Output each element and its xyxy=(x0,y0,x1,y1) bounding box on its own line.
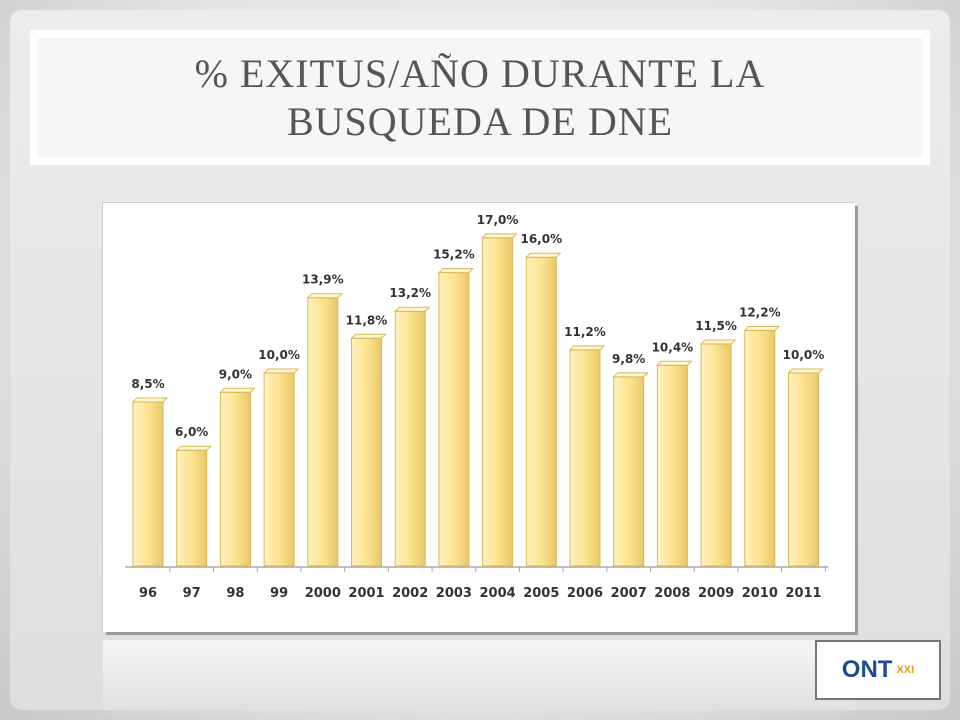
x-tick-label: 98 xyxy=(226,586,244,601)
bar xyxy=(482,237,514,567)
bar xyxy=(613,376,645,567)
bar xyxy=(307,297,339,567)
bar-top xyxy=(656,360,693,366)
x-tick-label: 2008 xyxy=(654,586,690,601)
x-tick-label: 2007 xyxy=(611,586,647,601)
value-label: 10,4% xyxy=(652,340,694,354)
bar xyxy=(569,349,601,567)
value-label: 11,8% xyxy=(346,313,388,327)
bar-top xyxy=(743,326,781,332)
bar xyxy=(525,256,557,567)
bar-top xyxy=(306,293,344,299)
bar xyxy=(351,337,382,567)
value-label: 17,0% xyxy=(477,213,519,227)
value-label: 6,0% xyxy=(175,425,208,439)
x-tick-label: 2011 xyxy=(785,586,821,601)
title-box: % EXITUS/AÑO DURANTE LA BUSQUEDA DE DNE xyxy=(30,30,930,165)
bar-top xyxy=(131,397,169,403)
value-label: 9,8% xyxy=(612,352,645,366)
bar-top xyxy=(262,368,300,374)
value-label: 11,2% xyxy=(564,325,606,339)
reflection xyxy=(103,640,855,720)
value-label: 9,0% xyxy=(219,367,252,381)
value-label: 13,2% xyxy=(389,286,431,300)
x-tick-label: 2002 xyxy=(392,586,428,601)
x-tick-label: 96 xyxy=(139,586,157,601)
bar xyxy=(394,310,426,567)
x-tick-label: 2004 xyxy=(480,586,516,601)
title-inner: % EXITUS/AÑO DURANTE LA BUSQUEDA DE DNE xyxy=(38,38,922,157)
chart: 96 8,5% 97 6,0% 98 9,0% 99 10,0% 2000 13,9% 2001 11… xyxy=(125,213,828,601)
slide-title: % EXITUS/AÑO DURANTE LA BUSQUEDA DE DNE xyxy=(194,50,766,144)
x-tick-label: 2003 xyxy=(436,586,472,601)
bar-top xyxy=(481,233,518,239)
bar-top xyxy=(219,387,256,393)
bar xyxy=(438,272,470,567)
value-label: 10,0% xyxy=(258,348,300,362)
value-label: 16,0% xyxy=(520,232,562,246)
x-tick-label: 2000 xyxy=(305,586,341,601)
value-label: 15,2% xyxy=(433,248,475,262)
bar xyxy=(700,343,732,567)
x-tick-label: 2006 xyxy=(567,586,603,601)
x-tick-label: 99 xyxy=(270,586,288,601)
value-label: 13,9% xyxy=(302,273,344,287)
logo: ONT XXI xyxy=(815,640,941,700)
bar xyxy=(263,372,295,567)
bar-top xyxy=(699,339,737,345)
x-tick-label: 2005 xyxy=(523,586,559,601)
bar-top xyxy=(437,268,475,274)
bar xyxy=(656,364,688,567)
bar-top xyxy=(393,306,431,312)
bar xyxy=(788,372,819,567)
x-tick-label: 97 xyxy=(183,586,201,601)
bar-top xyxy=(350,333,387,339)
bar-top xyxy=(525,252,562,258)
logo-subtitle: XXI xyxy=(896,664,915,676)
value-label: 12,2% xyxy=(739,306,781,320)
bar-top xyxy=(568,345,606,351)
bar-top xyxy=(175,445,212,451)
bar-top xyxy=(787,368,824,374)
logo-name: ONT xyxy=(841,656,893,683)
value-label: 10,0% xyxy=(783,348,825,362)
value-label: 11,5% xyxy=(695,319,737,333)
value-label: 8,5% xyxy=(131,377,164,391)
x-tick-label: 2001 xyxy=(348,586,384,601)
chart-panel: 96 8,5% 97 6,0% 98 9,0% 99 10,0% 2000 13,9% 2001 11… xyxy=(103,203,855,632)
bar-top xyxy=(612,372,649,378)
bar xyxy=(132,401,164,567)
x-tick-label: 2009 xyxy=(698,586,734,601)
bar xyxy=(219,391,251,567)
bar xyxy=(176,449,208,567)
bar xyxy=(744,330,776,567)
x-tick-label: 2010 xyxy=(742,586,778,601)
